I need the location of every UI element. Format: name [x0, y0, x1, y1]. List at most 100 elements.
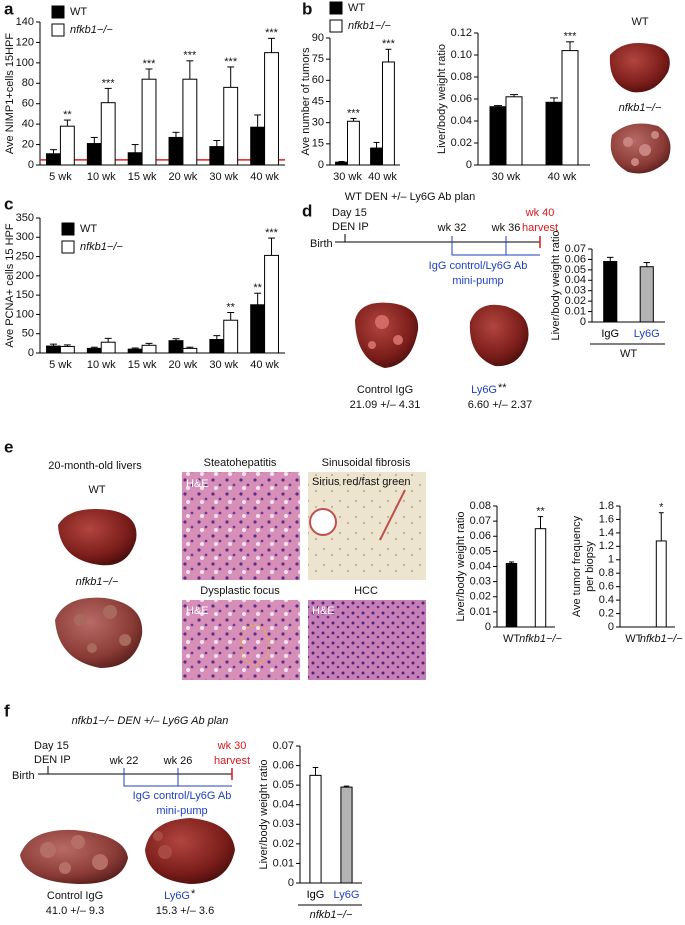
error-bar: [254, 114, 262, 128]
plan-text: harvest: [522, 222, 558, 234]
group-label: WT: [620, 348, 637, 360]
y-tick-label: 0.01: [470, 606, 491, 618]
focus-outline: [240, 624, 270, 666]
legend-label: nfkb1−/−: [348, 20, 391, 32]
error-bar: [312, 767, 319, 776]
plan-text: wk 36: [491, 222, 521, 234]
bar: [534, 528, 547, 628]
error-bar: [550, 97, 558, 103]
bar: [505, 562, 518, 628]
y-tick-label: 0: [580, 316, 586, 328]
y-tick-label: 0.04: [470, 560, 491, 572]
panel-label: e: [4, 437, 13, 456]
significance: ***: [347, 107, 361, 119]
bar: [639, 266, 654, 323]
bar: [141, 344, 157, 354]
y-tick-label: 0.07: [273, 740, 294, 752]
significance: ***: [224, 56, 238, 68]
x-tick-label: Ly6G: [634, 328, 660, 340]
histology-image: [308, 600, 426, 680]
y-tick-label: 0: [28, 159, 34, 171]
bar: [335, 161, 349, 166]
legend-label: nfkb1−/−: [70, 24, 113, 36]
liver-photo: [609, 42, 670, 93]
panel-label: b: [302, 0, 312, 18]
panel-label: a: [4, 0, 14, 18]
bar: [340, 786, 353, 884]
x-tick-label: 30 wk: [209, 171, 238, 183]
photo-label: nfkb1−/−: [619, 102, 662, 114]
y-tick-label: 0.02: [273, 838, 294, 850]
x-tick-label: IgG: [307, 889, 325, 901]
stain-label: H&E: [312, 605, 335, 617]
bar: [59, 345, 75, 354]
photo-label: WT: [88, 484, 105, 496]
significance: ***: [102, 77, 116, 89]
bar: [209, 146, 225, 166]
x-tick-label: 30 wk: [209, 359, 238, 371]
y-tick-label: 0.10: [451, 49, 472, 61]
y-tick-label: 0.6: [599, 581, 614, 593]
fibrosis: [379, 489, 406, 541]
y-axis-label: Liver/body weight ratio: [258, 759, 270, 869]
error-bar: [268, 37, 275, 53]
legend-swatch: [51, 23, 65, 37]
x-tick-label: 30 wk: [333, 171, 362, 183]
plan-text: wk 32: [437, 222, 467, 234]
x-tick-label: 5 wk: [49, 359, 72, 371]
error-bar: [268, 237, 275, 256]
y-axis-label: Liver/body weight ratio: [550, 230, 562, 340]
y-axis-label: Liver/body weight ratio: [436, 44, 448, 154]
tumor-nodules: [153, 831, 172, 859]
y-tick-label: 0.06: [451, 93, 472, 105]
bar: [545, 101, 563, 166]
bar: [603, 261, 618, 323]
bar: [370, 147, 384, 166]
photo-title: 20-month-old livers: [48, 460, 142, 472]
plan-text: Day 15: [34, 740, 69, 752]
significance: *: [659, 502, 664, 514]
error-bar: [254, 292, 262, 305]
plan-text: Birth: [310, 238, 333, 250]
panel-label: f: [4, 701, 10, 720]
y-tick-label: 20: [22, 138, 34, 150]
error-bar: [131, 144, 139, 153]
error-bar: [104, 87, 112, 103]
y-tick-label: 0.8: [599, 567, 614, 579]
significance: **: [536, 505, 545, 517]
y-tick-label: 0.03: [273, 818, 294, 830]
error-bar: [508, 561, 515, 564]
y-tick-label: 0: [28, 347, 34, 359]
error-bar: [50, 149, 57, 154]
error-bar: [658, 512, 664, 541]
y-tick-label: 60: [312, 74, 324, 86]
error-bar: [373, 141, 380, 149]
stain-label: H&E: [186, 478, 209, 490]
y-tick-label: 1.4: [599, 527, 614, 539]
y-tick-label: 100: [16, 57, 34, 69]
stain-label: Sirius red/fast green: [312, 476, 410, 488]
significance: ***: [143, 58, 157, 70]
legend-swatch: [329, 1, 343, 15]
x-tick-label: 10 wk: [87, 171, 116, 183]
y-tick-label: 0.07: [470, 515, 491, 527]
x-tick-label: 10 wk: [87, 359, 116, 371]
bar: [100, 341, 116, 354]
error-bar: [227, 312, 235, 321]
plan-text: IgG control/Ly6G Ab: [429, 260, 528, 272]
x-tick-label: WT: [625, 633, 642, 645]
y-tick-label: 0.01: [273, 857, 294, 869]
bar: [347, 120, 360, 166]
legend-swatch: [329, 19, 343, 33]
bar: [141, 78, 157, 166]
panel-label: c: [4, 194, 13, 213]
plan-text: wk 22: [109, 755, 139, 767]
y-tick-label: 0.04: [565, 274, 586, 286]
error-bar: [566, 41, 574, 51]
y-tick-label: 0.05: [273, 779, 294, 791]
caption: Control IgG: [47, 890, 103, 902]
y-tick-label: 0.03: [565, 285, 586, 297]
error-bar: [131, 347, 139, 350]
y-tick-label: 0: [466, 159, 472, 171]
y-tick-label: 150: [16, 289, 34, 301]
